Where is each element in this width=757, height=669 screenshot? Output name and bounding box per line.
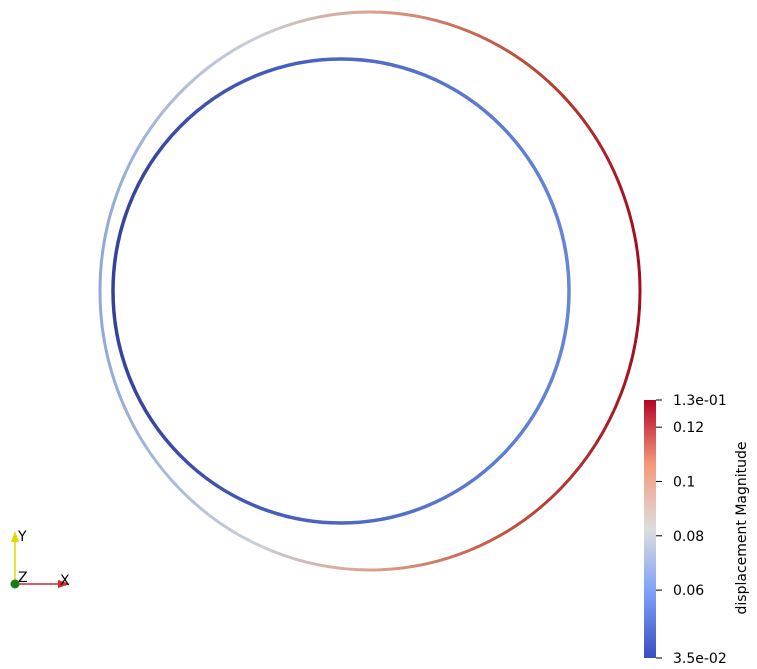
colorbar-tick-label: 0.06 (673, 583, 704, 599)
x-axis-label: X (60, 573, 70, 589)
outer-ring[interactable] (98, 10, 642, 572)
colorbar-tick-label: 0.12 (673, 420, 704, 436)
colorbar-ticks: 1.3e-01 0.12 0.1 0.08 0.06 3.5e-02 (656, 393, 727, 667)
colorbar-tick-label: 0.1 (673, 474, 695, 490)
scalar-bar: 1.3e-01 0.12 0.1 0.08 0.06 3.5e-02 displaceme… (644, 393, 750, 667)
colorbar-tick-label: 0.08 (673, 529, 704, 545)
y-axis-arrow (11, 531, 19, 542)
z-axis-label: Z (18, 570, 28, 586)
y-axis-label: Y (17, 529, 27, 545)
z-axis-dot (10, 579, 20, 589)
inner-ring[interactable] (111, 57, 571, 525)
orientation-axes[interactable]: Y Z X (10, 529, 71, 589)
colorbar-tick-label: 1.3e-01 (673, 393, 727, 409)
colorbar-tick-label: 3.5e-02 (673, 651, 727, 667)
x-axis-arrow (58, 580, 70, 588)
colorbar-title: displacement Magnitude (734, 442, 750, 615)
colorbar (644, 400, 656, 658)
